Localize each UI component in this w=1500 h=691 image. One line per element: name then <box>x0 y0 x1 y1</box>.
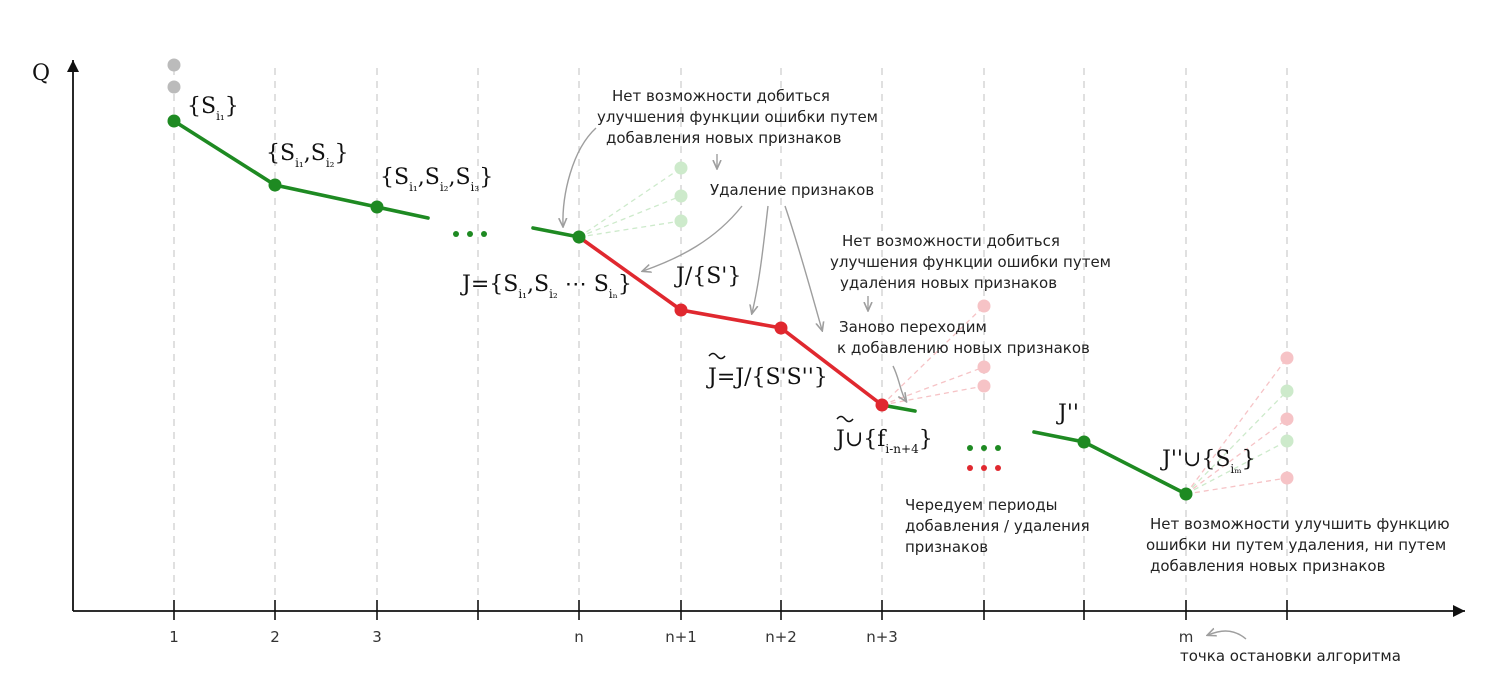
label-j-set: J={Si₁,Si₂ ⋯ Siₙ} <box>460 272 632 301</box>
point-step-3 <box>370 200 384 214</box>
arrow-no-add <box>563 127 597 226</box>
arrow-removal-2 <box>752 205 769 313</box>
red-points <box>674 303 889 412</box>
arrow-removal-3 <box>784 205 822 330</box>
svg-text:Нет возможности улучшить функц: Нет возможности улучшить функцию <box>1150 515 1450 533</box>
ellipsis-red <box>967 465 1001 471</box>
y-axis-label: Q <box>32 61 50 86</box>
svg-text:добавления новых признаков: добавления новых признаков <box>606 129 841 147</box>
svg-text:добавления / удаления: добавления / удаления <box>905 517 1090 535</box>
label-j-double-union: J''∪{Siₘ} <box>1160 447 1256 476</box>
label-s12: {Si₁,Si₂} <box>266 141 348 170</box>
svg-text:Нет возможности добиться: Нет возможности добиться <box>842 232 1060 250</box>
removal-path <box>577 235 884 407</box>
candidate-branches-m <box>1185 357 1288 495</box>
point-step-2 <box>268 178 282 192</box>
point-step-1 <box>167 114 181 128</box>
svg-text:улучшения функции ошибки путем: улучшения функции ошибки путем <box>830 253 1111 271</box>
svg-text:признаков: признаков <box>905 538 988 556</box>
tilde-mark-2 <box>836 415 854 423</box>
tick-label-2: 2 <box>270 628 280 646</box>
tilde-mark-1 <box>708 352 726 360</box>
annotation-stop: точка остановки алгоритма <box>1180 647 1401 665</box>
svg-text:Чередуем периоды: Чередуем периоды <box>905 496 1058 514</box>
svg-text:ошибки ни путем удаления, ни п: ошибки ни путем удаления, ни путем <box>1146 536 1446 554</box>
x-tick-labels: 1 2 3 n n+1 n+2 n+3 m <box>169 628 1193 646</box>
ellipsis-green-1 <box>453 231 487 237</box>
faded-gray-points <box>167 58 181 94</box>
faded-green-points <box>674 161 1294 448</box>
label-s1: {Si₁} <box>187 94 239 123</box>
arrow-stop <box>1208 631 1247 640</box>
tick-label-n3: n+3 <box>866 628 898 646</box>
annotation-removal: Удаление признаков <box>710 181 874 199</box>
label-j-tilde: J=J/{S'S''} <box>706 365 828 390</box>
candidate-branches-n <box>578 167 682 238</box>
tick-label-m: m <box>1179 628 1194 646</box>
point-step-n <box>572 230 586 244</box>
ellipsis-green-2 <box>967 445 1001 451</box>
label-j-tilde-union: J∪{fi-n+4} <box>834 427 933 456</box>
annotation-alternate: Чередуем периоды добавления / удаления п… <box>905 496 1090 556</box>
tick-label-n2: n+2 <box>765 628 797 646</box>
svg-text:улучшения функции ошибки путем: улучшения функции ошибки путем <box>597 108 878 126</box>
svg-text:добавления новых признаков: добавления новых признаков <box>1150 557 1385 575</box>
point-j-double <box>1077 435 1091 449</box>
green-points <box>167 114 1193 501</box>
point-step-m <box>1179 487 1193 501</box>
tick-label-n1: n+1 <box>665 628 697 646</box>
tick-label-1: 1 <box>169 628 179 646</box>
annotation-back-to-add: Заново переходим к добавлению новых приз… <box>837 318 1090 357</box>
annotation-no-add: Нет возможности добиться улучшения функц… <box>597 87 878 147</box>
svg-text:удаления новых признаков: удаления новых признаков <box>840 274 1057 292</box>
annotation-final: Нет возможности улучшить функцию ошибки … <box>1146 515 1450 575</box>
tick-label-n: n <box>574 628 584 646</box>
point-step-n1 <box>674 303 688 317</box>
point-step-n2 <box>774 321 788 335</box>
point-step-n3 <box>875 398 889 412</box>
tick-label-3: 3 <box>372 628 382 646</box>
label-j-minus-s: J/{S'} <box>674 264 741 289</box>
label-s123: {Si₁,Si₂,Si₃} <box>380 165 493 194</box>
x-ticks <box>173 600 1288 620</box>
svg-text:Нет возможности добиться: Нет возможности добиться <box>612 87 830 105</box>
svg-text:к добавлению новых признаков: к добавлению новых признаков <box>837 339 1090 357</box>
svg-text:Заново переходим: Заново переходим <box>839 318 987 336</box>
label-j-double: J'' <box>1056 401 1079 426</box>
arrow-removal-1 <box>643 205 743 271</box>
faded-red-points <box>977 299 1294 485</box>
annotation-no-remove: Нет возможности добиться улучшения функц… <box>830 232 1111 292</box>
arrow-back-to-add <box>892 365 906 401</box>
